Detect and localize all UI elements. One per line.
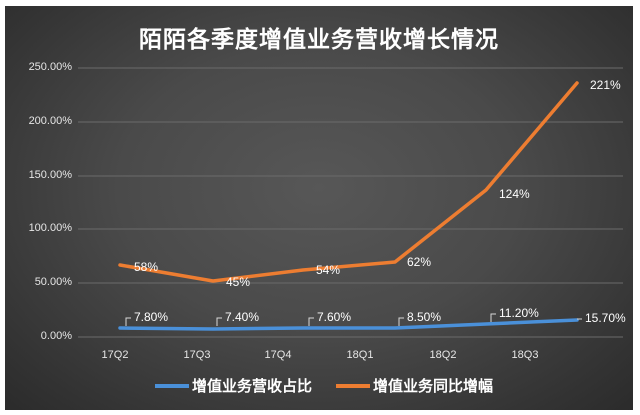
leader-18q1 [398,317,404,326]
legend-label-share: 增值业务营收占比 [192,377,313,395]
xtick-18q3: 18Q3 [511,349,539,361]
legend-swatch-blue [155,383,189,388]
ytick-200: 200.00% [28,115,72,127]
data-label-growth-17q3: 45% [226,275,251,289]
legend-item-share[interactable]: 增值业务营收占比 [155,375,312,396]
leader-18q2 [490,313,496,322]
leader-17q2 [125,317,131,326]
legend: 增值业务营收占比 增值业务同比增幅 [5,375,633,399]
legend-swatch-orange [336,383,370,388]
chart-title: 陌陌各季度增值业务营收增长情况 [139,27,499,53]
series-line-growth [118,81,579,283]
data-label-share-17q3: 7.40% [225,310,260,324]
data-label-share-17q2: 7.80% [134,310,169,324]
data-label-share-18q1: 8.50% [407,310,442,324]
legend-item-growth[interactable]: 增值业务同比增幅 [336,375,493,396]
data-label-share-18q2: 11.20% [499,306,539,320]
xtick-17q4: 17Q4 [264,349,292,361]
leader-17q4 [308,317,314,326]
xtick-17q2: 17Q2 [101,349,129,361]
ytick-100: 100.00% [28,222,72,234]
gridlines [78,67,623,338]
data-label-growth-18q2: 124% [499,187,530,201]
series-line-share [118,318,579,331]
xtick-18q1: 18Q1 [346,349,374,361]
data-label-share-18q3: 15.70% [585,311,626,325]
y-axis: 250.00% 200.00% 150.00% 100.00% 50.00% 0… [2,6,72,410]
chart-frame: 陌陌各季度增值业务营收增长情况 250.00% 200.00% 150.00% [5,6,633,410]
legend-label-growth: 增值业务同比增幅 [373,377,494,395]
ytick-250: 250.00% [28,61,72,73]
data-label-growth-18q1: 62% [407,255,432,269]
data-label-growth-18q3: 221% [590,78,621,92]
xtick-18q2: 18Q2 [429,349,457,361]
xtick-17q3: 17Q3 [183,349,211,361]
label-leaders [125,313,582,326]
ytick-50: 50.00% [34,276,72,288]
plot-area [78,67,623,338]
ytick-0: 0.00% [40,330,72,342]
leader-17q3 [216,317,222,326]
data-label-growth-17q4: 54% [316,263,341,277]
ytick-150: 150.00% [28,169,72,181]
data-label-share-17q4: 7.60% [317,310,352,324]
data-label-growth-17q2: 58% [134,260,159,274]
